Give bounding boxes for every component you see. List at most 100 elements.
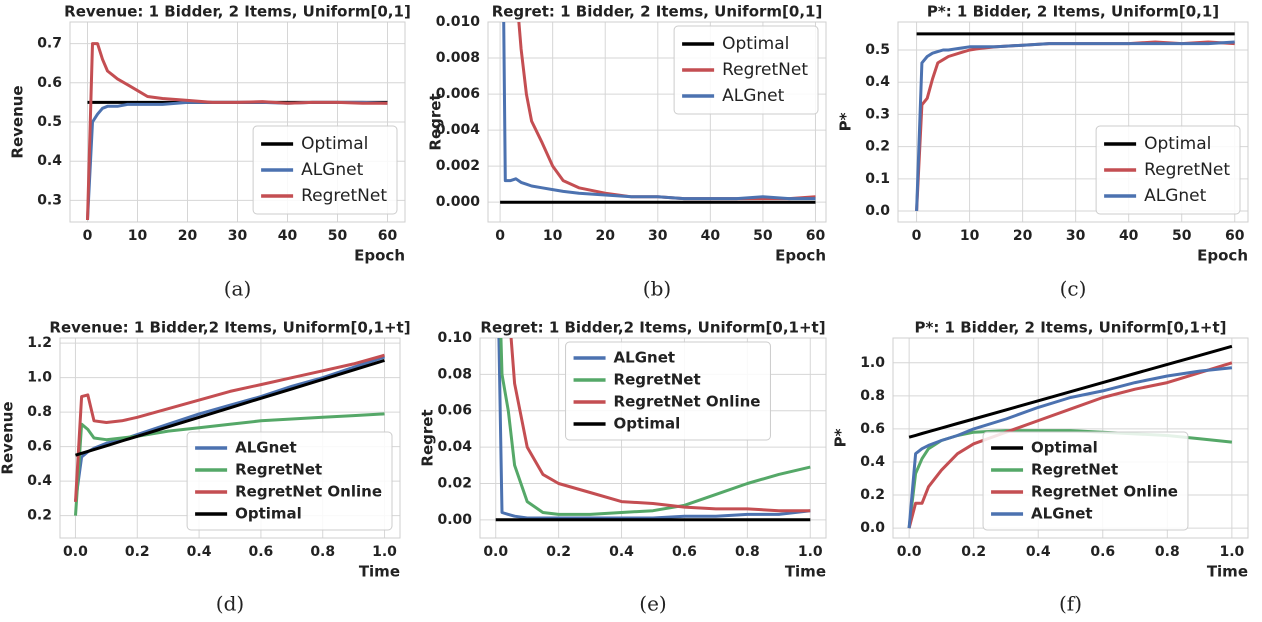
x-tick-label: 40	[278, 228, 298, 244]
y-tick-label: 0.08	[437, 366, 472, 382]
x-tick-label: 10	[960, 228, 980, 244]
x-tick-label: 10	[128, 228, 148, 244]
legend-label: RegretNet	[235, 461, 322, 479]
x-tick-label: 0.8	[1155, 544, 1180, 560]
x-tick-label: 0.6	[249, 544, 274, 560]
x-tick-label: 50	[1172, 228, 1192, 244]
chart-title: Regret: 1 Bidder,2 Items, Uniform[0,1+t]	[480, 319, 825, 337]
series-line	[908, 344, 1233, 439]
x-tick-label: 30	[648, 228, 668, 244]
y-tick-label: 1.0	[27, 370, 52, 386]
legend-label: Optimal	[301, 134, 368, 154]
x-tick-label: 0.4	[187, 544, 212, 560]
x-tick-label: 0.4	[609, 544, 634, 560]
series-line	[497, 338, 811, 520]
plot-frame	[59, 337, 401, 539]
x-tick-label: 60	[1225, 228, 1245, 244]
y-tick-label: 0.008	[436, 50, 480, 66]
x-axis-label: Epoch	[1197, 247, 1248, 265]
y-tick-label: 0.2	[27, 508, 52, 524]
legend-label: RegretNet	[722, 60, 808, 80]
series-line	[75, 358, 385, 457]
chart-panel: 0.0 0.1 0.2 0.3 0.4 0.5 0 10 20 30 40 50 60 P*: 1 Bid…	[837, 3, 1249, 301]
legend-label: RegretNet	[301, 186, 387, 206]
x-tick-label: 0	[495, 228, 505, 244]
series-line	[509, 338, 811, 513]
y-axis-label: Revenue	[9, 85, 27, 158]
y-tick-label: 0.00	[437, 512, 472, 528]
plot-frame	[487, 21, 827, 223]
legend-label: ALGnet	[1144, 186, 1207, 206]
caption: (c)	[1060, 277, 1087, 301]
legend-label: ALGnet	[235, 439, 297, 457]
legend-label: RegretNet	[614, 371, 701, 389]
series-line	[502, 22, 816, 201]
y-tick-label: 0.010	[436, 14, 481, 30]
chart-panel: 0.2 0.4 0.6 0.8 1.0 1.2 0.0 0.2 0.4 0.6 0.8 1.0 Reve…	[0, 319, 411, 616]
y-tick-label: 0.5	[37, 114, 62, 130]
plot-frame	[69, 21, 406, 223]
series-line	[907, 366, 1233, 529]
legend-label: Optimal	[235, 505, 302, 523]
y-tick-label: 0.004	[436, 122, 481, 138]
y-tick-label: 0.4	[27, 473, 52, 489]
caption: (d)	[216, 592, 244, 616]
legend: Optimal ALGnet RegretNet	[252, 125, 398, 215]
y-tick-label: 0.3	[37, 192, 62, 208]
caption: (e)	[639, 592, 666, 616]
chart-panel: 0.0 0.2 0.4 0.6 0.8 1.0 0.0 0.2 0.4 0.6 0.8 1.0 P*: …	[832, 319, 1249, 616]
series-line	[915, 40, 1235, 212]
y-tick-label: 0.000	[436, 194, 481, 210]
x-tick-label: 0.0	[63, 544, 88, 560]
y-tick-label: 0.2	[860, 487, 885, 503]
lines	[74, 353, 385, 516]
x-tick-label: 30	[228, 228, 248, 244]
legend: ALGnet RegretNet RegretNet Online Optimal	[186, 431, 393, 531]
legend-label: Optimal	[722, 34, 789, 54]
legend-box	[1095, 125, 1241, 215]
lines	[86, 42, 388, 221]
y-tick-label: 0.6	[27, 439, 52, 455]
y-tick-label: 0.4	[865, 74, 890, 90]
y-tick-label: 0.8	[860, 388, 885, 404]
x-tick-label: 10	[543, 228, 563, 244]
x-axis-label: Time	[785, 563, 826, 581]
y-tick-label: 0.8	[27, 404, 52, 420]
x-tick-label: 0.2	[125, 544, 150, 560]
y-axis-label: P*	[832, 428, 850, 447]
legend-label: ALGnet	[1031, 505, 1093, 523]
x-tick-label: 20	[595, 228, 615, 244]
chart-title: P*: 1 Bidder, 2 Items, Uniform[0,1]	[927, 3, 1219, 21]
y-axis-label: P*	[837, 112, 855, 131]
y-tick-label: 0.6	[37, 75, 62, 91]
chart-title: Regret: 1 Bidder, 2 Items, Uniform[0,1]	[492, 3, 823, 21]
series-line	[74, 353, 385, 502]
legend-label: RegretNet	[1031, 461, 1118, 479]
y-tick-label: 0.1	[865, 171, 890, 187]
legend-box	[186, 431, 393, 531]
x-tick-label: 0.0	[897, 544, 922, 560]
chart-title: Revenue: 1 Bidder,2 Items, Uniform[0,1+t…	[49, 319, 410, 337]
series-line	[74, 412, 385, 516]
y-tick-label: 0.4	[37, 153, 62, 169]
caption: (a)	[224, 277, 252, 301]
x-tick-label: 0	[83, 228, 93, 244]
y-tick-label: 0.002	[436, 158, 480, 174]
x-tick-label: 50	[328, 228, 348, 244]
x-tick-label: 0.2	[546, 544, 571, 560]
x-tick-label: 40	[701, 228, 721, 244]
legend-label: ALGnet	[614, 349, 676, 367]
x-axis-label: Epoch	[354, 247, 405, 265]
x-tick-label: 1.0	[798, 544, 823, 560]
x-tick-label: 1.0	[1219, 544, 1244, 560]
plot-frame	[897, 21, 1249, 223]
legend-label: RegretNet Online	[614, 393, 761, 411]
x-tick-label: 20	[1013, 228, 1033, 244]
x-tick-label: 0.4	[1026, 544, 1051, 560]
legend-box	[252, 125, 398, 215]
lines	[500, 22, 816, 204]
y-tick-label: 0.04	[437, 439, 472, 455]
y-axis-label: Regret	[427, 93, 445, 150]
legend: ALGnet RegretNet RegretNet Online Optimal	[565, 341, 771, 441]
